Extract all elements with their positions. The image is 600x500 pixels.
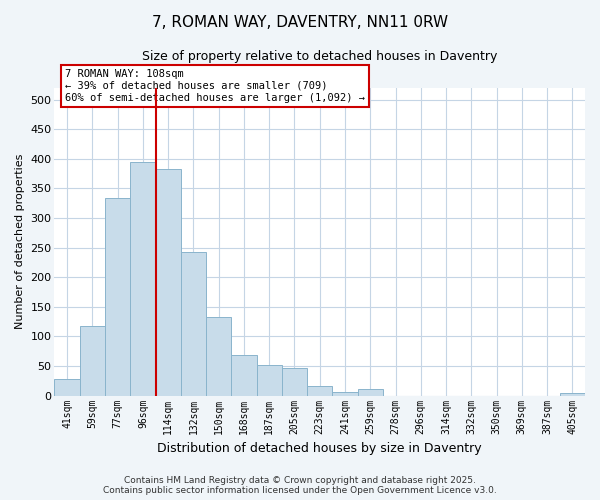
Bar	[282, 368, 307, 396]
Bar	[358, 389, 383, 396]
Bar	[257, 366, 282, 396]
Bar	[55, 379, 80, 396]
X-axis label: Distribution of detached houses by size in Daventry: Distribution of detached houses by size …	[157, 442, 482, 455]
Bar	[232, 355, 257, 396]
Text: 7 ROMAN WAY: 108sqm
← 39% of detached houses are smaller (709)
60% of semi-detac: 7 ROMAN WAY: 108sqm ← 39% of detached ho…	[65, 70, 365, 102]
Bar	[332, 392, 358, 396]
Text: Contains HM Land Registry data © Crown copyright and database right 2025.
Contai: Contains HM Land Registry data © Crown c…	[103, 476, 497, 495]
Bar	[560, 392, 585, 396]
Bar	[155, 170, 181, 396]
Bar	[80, 326, 105, 396]
Bar	[206, 317, 232, 396]
Bar	[105, 198, 130, 396]
Bar	[307, 386, 332, 396]
Title: Size of property relative to detached houses in Daventry: Size of property relative to detached ho…	[142, 50, 497, 63]
Bar	[181, 252, 206, 396]
Bar	[130, 162, 155, 396]
Y-axis label: Number of detached properties: Number of detached properties	[15, 154, 25, 330]
Text: 7, ROMAN WAY, DAVENTRY, NN11 0RW: 7, ROMAN WAY, DAVENTRY, NN11 0RW	[152, 15, 448, 30]
